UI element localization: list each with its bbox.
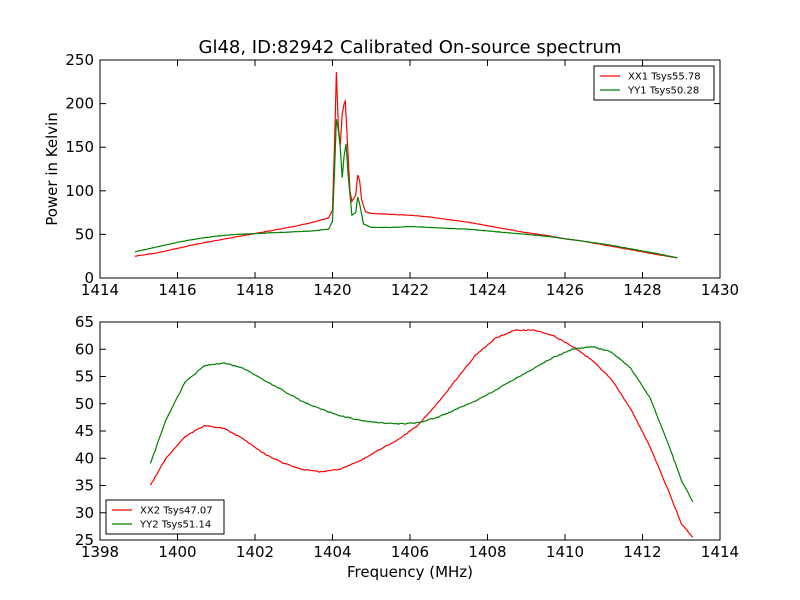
y-tick-label: 25: [75, 531, 94, 549]
y-tick-label: 100: [65, 182, 94, 200]
x-tick-label: 1400: [158, 543, 196, 561]
legend-box: [105, 499, 225, 535]
bottom-plot-lines: [149, 329, 694, 538]
top-spectrum-panel: 1414 1416 1418 1420 1422 1424 1426 1428 1430 0 50 1…: [43, 51, 739, 299]
bottom-axes: 1398 1400 1402 1404 1406 1408 1410 1412 1414 25 30…: [75, 313, 739, 561]
top-legend: XX1 Tsys55.78 YY1 Tsys50.28: [593, 65, 715, 101]
x-tick-label: 1412: [623, 543, 661, 561]
y-tick-label: 60: [75, 340, 94, 358]
bottom-x-axis-label: Frequency (MHz): [347, 563, 473, 581]
series-line-yy: [149, 346, 694, 503]
x-tick-label: 1408: [468, 543, 506, 561]
x-tick-label: 1410: [546, 543, 584, 561]
top-y-axis-label: Power in Kelvin: [43, 112, 61, 226]
x-tick-label: 1418: [236, 281, 274, 299]
top-plot-lines: [134, 72, 678, 259]
y-tick-label: 250: [65, 51, 94, 69]
y-tick-label: 55: [75, 368, 94, 386]
bottom-legend: XX2 Tsys47.07 YY2 Tsys51.14: [105, 499, 225, 535]
y-tick-label: 35: [75, 477, 94, 495]
x-tick-label: 1398: [81, 543, 119, 561]
y-tick-label: 40: [75, 449, 94, 467]
y-tick-label: 0: [84, 269, 94, 287]
x-tick-label: 1406: [391, 543, 429, 561]
x-tick-label: 1416: [158, 281, 196, 299]
y-tick-label: 45: [75, 422, 94, 440]
x-tick-label: 1426: [546, 281, 584, 299]
y-tick-label: 65: [75, 313, 94, 331]
x-tick-label: 1414: [701, 543, 739, 561]
x-tick-label: 1428: [623, 281, 661, 299]
x-tick-label: 1414: [81, 281, 119, 299]
legend-box: [593, 65, 715, 101]
x-tick-label: 1402: [236, 543, 274, 561]
y-tick-label: 30: [75, 504, 94, 522]
y-tick-label: 150: [65, 138, 94, 156]
x-tick-label: 1404: [313, 543, 351, 561]
chart-title: Gl48, ID:82942 Calibrated On-source spec…: [199, 37, 622, 58]
series-line-xx: [149, 329, 694, 538]
x-tick-label: 1422: [391, 281, 429, 299]
y-tick-label: 50: [75, 225, 94, 243]
top-axes: 1414 1416 1418 1420 1422 1424 1426 1428 1430 0 50 1…: [65, 51, 739, 299]
x-tick-label: 1430: [701, 281, 739, 299]
series-line-yy: [134, 119, 678, 259]
x-tick-label: 1420: [313, 281, 351, 299]
legend-entry: XX2 Tsys47.07: [140, 506, 213, 517]
legend-entry: YY1 Tsys50.28: [627, 86, 699, 97]
bottom-spectrum-panel: 1398 1400 1402 1404 1406 1408 1410 1412 1414 25 30…: [75, 313, 739, 581]
y-tick-label: 200: [65, 95, 94, 113]
x-tick-label: 1424: [468, 281, 506, 299]
y-tick-label: 50: [75, 395, 94, 413]
legend-entry: XX1 Tsys55.78: [628, 72, 701, 83]
legend-entry: YY2 Tsys51.14: [139, 520, 211, 531]
